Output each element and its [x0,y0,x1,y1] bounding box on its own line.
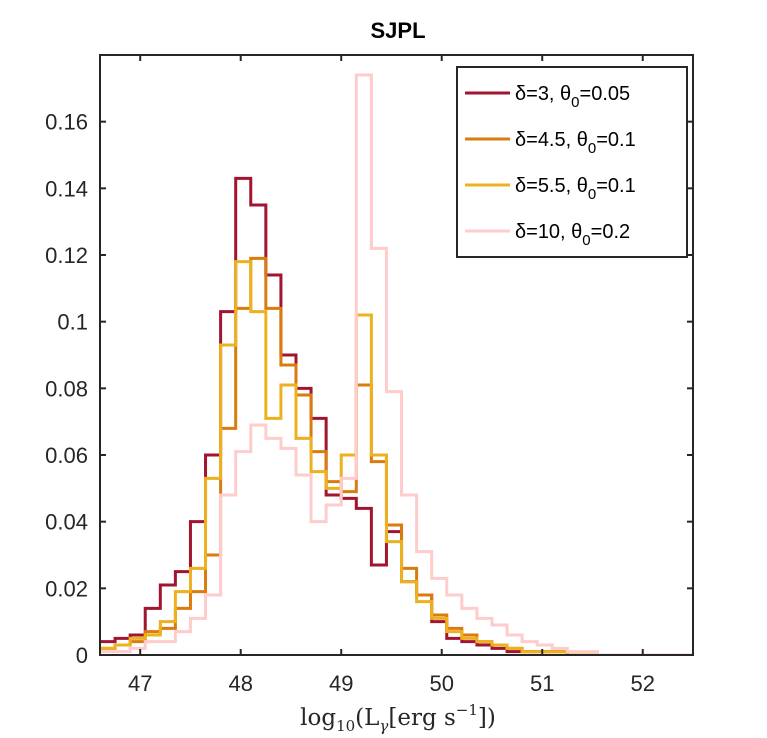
legend: δ=3, θ0=0.05 δ=4.5, θ0=0.1 δ=5.5, θ0=0.1 δ=… [456,66,688,258]
legend-box [456,66,688,258]
legend-label-1: δ=3, θ0=0.05 [515,83,630,111]
series-4-line [100,73,693,655]
y-tick-label: 0.02 [45,576,88,601]
chart-title: SJPL [370,18,425,43]
series-3-line [100,260,693,655]
y-tick-label: 0.12 [45,243,88,268]
x-axis-label: log10(Lγ[erg s−1]) [300,701,496,735]
x-tick-label: 51 [530,671,554,696]
x-tick-label: 52 [631,671,655,696]
y-tick-label: 0.1 [57,310,88,335]
y-tick-label: 0 [76,643,88,668]
x-tick-label: 50 [429,671,453,696]
x-axis: 47 48 49 50 51 52 [128,55,655,696]
y-tick-label: 0.08 [45,376,88,401]
series-layer [100,73,693,655]
x-tick-label: 47 [128,671,152,696]
legend-label-4: δ=10, θ0=0.2 [515,221,630,249]
y-tick-label: 0.04 [45,510,88,535]
legend-label-3: δ=5.5, θ0=0.1 [515,175,636,203]
y-axis: 0 0.02 0.04 0.06 0.08 0.1 0.12 0.14 0.16 [45,110,693,668]
y-tick-label: 0.16 [45,110,88,135]
legend-label-2: δ=4.5, θ0=0.1 [515,129,636,157]
y-tick-label: 0.14 [45,176,88,201]
x-tick-label: 48 [228,671,252,696]
y-tick-label: 0.06 [45,443,88,468]
x-tick-label: 49 [329,671,353,696]
axes-box [99,54,694,656]
